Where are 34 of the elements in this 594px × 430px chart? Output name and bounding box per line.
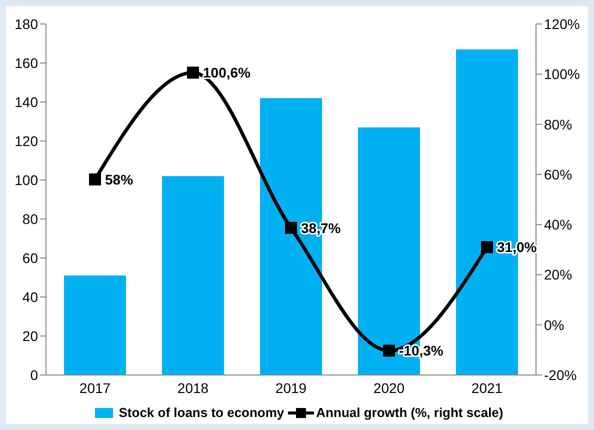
data-label: 100,6%	[203, 64, 252, 81]
point	[285, 222, 297, 234]
y-tick-label: 60	[22, 250, 38, 266]
legend-label: Stock of loans to economy	[118, 405, 284, 420]
bar	[162, 176, 224, 375]
y2-tick-label: 80%	[544, 116, 572, 132]
y-tick-label: 20	[22, 328, 38, 344]
y2-tick-label: 0%	[544, 316, 564, 333]
y2-tick-label: 20%	[544, 266, 572, 283]
data-label: 58%	[105, 171, 134, 188]
y-tick-label: 80	[22, 210, 38, 227]
y-tick-label: 140	[14, 94, 38, 110]
point	[89, 173, 101, 186]
y-tick-label: 0	[30, 366, 38, 383]
point	[187, 66, 199, 79]
point	[481, 241, 493, 254]
y-tick-label: 120	[14, 132, 38, 149]
x-tick-label: 2021	[471, 380, 503, 396]
x-tick-label: 2017	[79, 380, 111, 396]
y2-tick-label: 40%	[544, 216, 572, 233]
x-tick-label: 2019	[275, 380, 307, 396]
x-tick-label: 2020	[373, 380, 405, 396]
bar	[64, 276, 126, 375]
y2-tick-label: -20%	[544, 366, 577, 383]
y2-tick-label: 120%	[544, 16, 580, 32]
y2-tick-label: 100%	[544, 66, 580, 82]
point	[383, 344, 395, 357]
y-tick-label: 180	[14, 16, 38, 32]
y-tick-label: 40	[22, 288, 38, 305]
y2-tick-label: 60%	[544, 166, 572, 182]
y-tick-label: 100	[14, 172, 38, 188]
x-tick-label: 2018	[177, 380, 209, 396]
y-tick-label: 160	[14, 54, 38, 71]
legend-label: Annual growth (%, right scale)	[315, 405, 504, 420]
